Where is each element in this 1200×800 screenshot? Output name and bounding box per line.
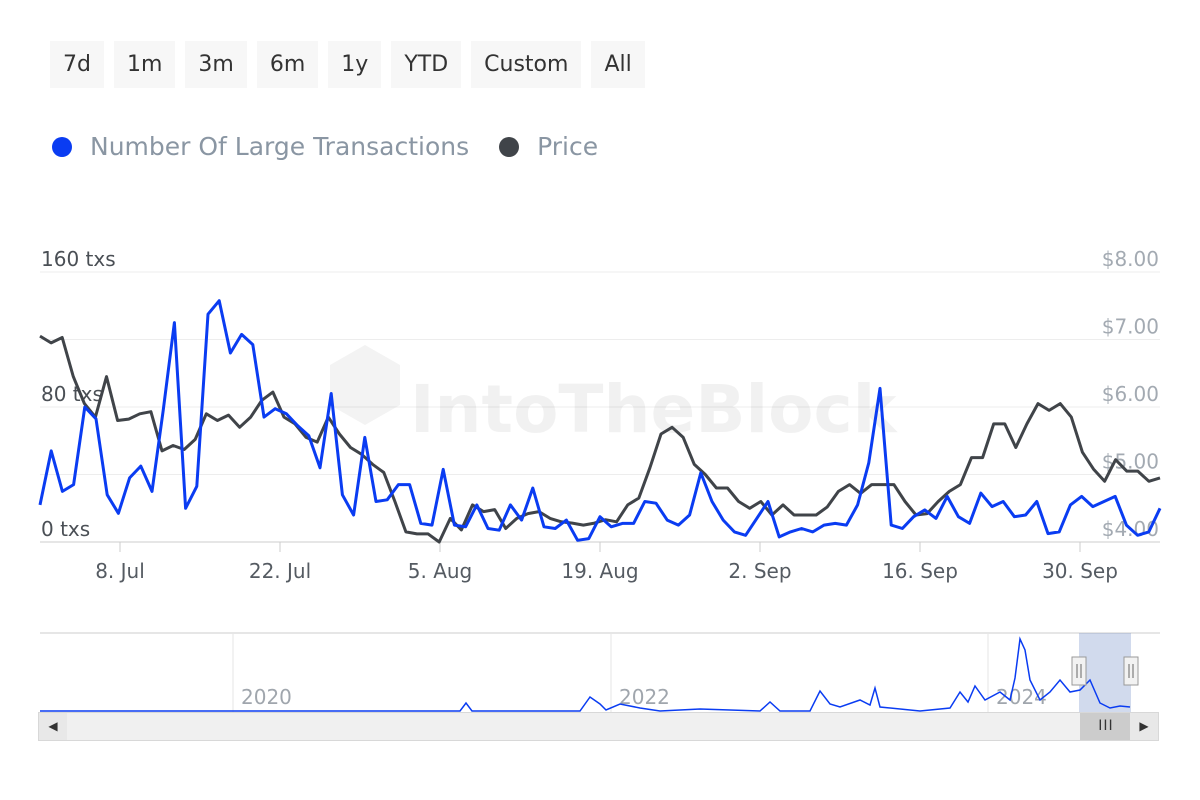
range-button-7d[interactable]: 7d <box>50 41 104 88</box>
x-tick-label: 2. Sep <box>728 559 791 583</box>
y-left-tick-label: 80 txs <box>41 382 103 406</box>
watermark-text: IntoTheBlock <box>410 371 899 448</box>
navigator-scrollbar[interactable]: ◀ III ▶ <box>38 712 1159 741</box>
range-button-3m[interactable]: 3m <box>185 41 247 88</box>
navigator-selection[interactable] <box>1079 633 1131 712</box>
y-right-tick-label: $7.00 <box>1102 315 1159 339</box>
scroll-right-arrow-icon[interactable]: ▶ <box>1130 713 1158 740</box>
x-tick-label: 22. Jul <box>249 559 311 583</box>
legend-item-large-transactions[interactable]: Number Of Large Transactions <box>52 132 469 161</box>
navigator-right-handle[interactable] <box>1123 656 1139 686</box>
navigator-left-handle[interactable] <box>1071 656 1087 686</box>
x-tick-label: 19. Aug <box>561 559 638 583</box>
navigator-series-line <box>40 636 1131 712</box>
chart-legend: Number Of Large Transactions Price <box>52 132 598 161</box>
y-right-tick-label: $8.00 <box>1102 247 1159 271</box>
y-left-tick-label: 0 txs <box>41 517 90 541</box>
scroll-left-arrow-icon[interactable]: ◀ <box>39 713 67 740</box>
x-tick-label: 5. Aug <box>408 559 473 583</box>
range-button-6m[interactable]: 6m <box>256 41 319 88</box>
range-button-1m[interactable]: 1m <box>113 41 176 88</box>
range-button-ytd[interactable]: YTD <box>391 41 462 88</box>
range-selector: 7d 1m 3m 6m 1y YTD Custom All <box>50 41 645 88</box>
legend-dot-price <box>499 136 520 157</box>
series-line-price <box>39 334 1161 544</box>
range-button-1y[interactable]: 1y <box>328 41 382 88</box>
legend-label-price: Price <box>537 132 599 161</box>
legend-dot-large-transactions <box>52 136 72 157</box>
scrollbar-thumb[interactable]: III <box>1080 713 1132 740</box>
navigator-year-label: 2020 <box>241 685 292 709</box>
x-tick-label: 16. Sep <box>882 559 958 583</box>
range-button-all[interactable]: All <box>591 41 645 88</box>
x-tick-label: 30. Sep <box>1042 559 1118 583</box>
legend-item-price[interactable]: Price <box>499 132 598 161</box>
series-line-large-transactions <box>38 299 1162 542</box>
legend-label-large-transactions: Number Of Large Transactions <box>90 132 470 161</box>
x-tick-label: 8. Jul <box>95 559 145 583</box>
range-button-custom[interactable]: Custom <box>471 41 582 88</box>
axes: 8. Jul 22. Jul 5. Aug 19. Aug 2. Sep 16. Sep 3… <box>40 247 1160 583</box>
navigator: 2020 2022 2024 <box>40 632 1160 712</box>
y-left-tick-label: 160 txs <box>41 247 116 271</box>
watermark-logo-icon <box>330 345 400 425</box>
y-right-tick-label: $6.00 <box>1102 382 1159 406</box>
watermark: IntoTheBlock <box>330 345 899 448</box>
series-lines <box>38 299 1162 544</box>
